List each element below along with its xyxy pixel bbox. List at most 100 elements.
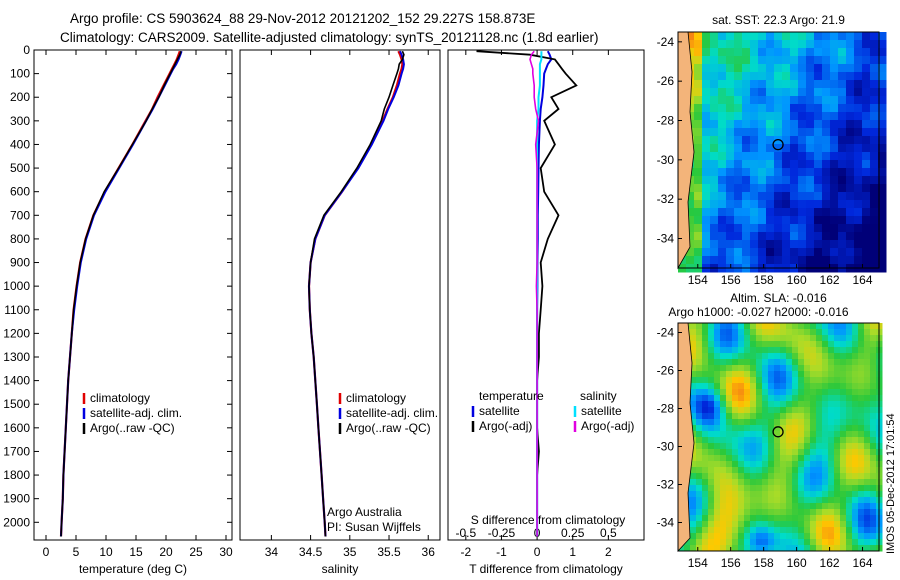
- map-cell: [852, 485, 859, 492]
- map-cell: [768, 455, 775, 462]
- map-cell: [816, 527, 823, 534]
- map-cell: [734, 48, 743, 57]
- map-cell: [708, 515, 715, 522]
- map-cell: [806, 240, 815, 249]
- map-cell: [858, 419, 865, 426]
- map-cell: [720, 443, 727, 450]
- map-cell: [762, 359, 769, 366]
- map-cell: [774, 104, 783, 113]
- map-cell: [798, 389, 805, 396]
- map-cell: [734, 184, 743, 193]
- map-cell: [780, 479, 787, 486]
- map-cell: [816, 389, 823, 396]
- map-cell: [834, 371, 841, 378]
- map-cell: [816, 521, 823, 528]
- map-cell: [864, 509, 871, 516]
- map-cell: [804, 395, 811, 402]
- map-cell: [798, 56, 807, 65]
- map-cell: [870, 192, 879, 201]
- map-cell: [734, 128, 743, 137]
- map-cell: [810, 425, 817, 432]
- s-axis-label: S difference from climatology: [471, 513, 626, 527]
- map-cell: [814, 200, 823, 209]
- map-cell: [738, 545, 745, 552]
- map-cell: [768, 503, 775, 510]
- map-cell: [846, 347, 853, 354]
- map-cell: [862, 208, 871, 217]
- map-cell: [756, 461, 763, 468]
- map-cell: [870, 329, 877, 336]
- map-cell: [822, 192, 831, 201]
- map-cell: [768, 443, 775, 450]
- map-cell: [720, 497, 727, 504]
- map-cell: [846, 176, 855, 185]
- map-cell: [744, 425, 751, 432]
- map-cell: [792, 461, 799, 468]
- map-cell: [846, 341, 853, 348]
- map-cell: [720, 449, 727, 456]
- map-cell: [810, 407, 817, 414]
- map-cell: [774, 80, 783, 89]
- map-cell: [854, 176, 863, 185]
- map-cell: [804, 419, 811, 426]
- map-cell: [846, 72, 855, 81]
- map-cell: [766, 160, 775, 169]
- map-cell: [708, 323, 715, 330]
- map-cell: [790, 56, 799, 65]
- map-cell: [790, 112, 799, 121]
- map-cell: [690, 323, 697, 330]
- map-cell: [734, 144, 743, 153]
- map-cell: [726, 461, 733, 468]
- y-tick-label: 1900: [3, 492, 30, 506]
- map-cell: [738, 455, 745, 462]
- map-cell: [732, 341, 739, 348]
- map-cell: [790, 168, 799, 177]
- map-cell: [756, 497, 763, 504]
- map-cell: [726, 527, 733, 534]
- map-cell: [798, 521, 805, 528]
- map-cell: [774, 160, 783, 169]
- map-cell: [858, 431, 865, 438]
- map-cell: [702, 431, 709, 438]
- map-cell: [870, 40, 879, 49]
- map-cell: [780, 425, 787, 432]
- map-cell: [714, 461, 721, 468]
- map-cell: [822, 176, 831, 185]
- map-cell: [846, 40, 855, 49]
- map-cell: [840, 425, 847, 432]
- map-cell: [750, 359, 757, 366]
- map-cell: [744, 545, 751, 552]
- map-cell: [852, 467, 859, 474]
- map-cell: [830, 224, 839, 233]
- map-cell: [702, 377, 709, 384]
- map-cell: [694, 184, 703, 193]
- map-cell: [822, 347, 829, 354]
- map-cell: [782, 64, 791, 73]
- map-cell: [768, 467, 775, 474]
- map-cell: [758, 144, 767, 153]
- map-cell: [774, 232, 783, 241]
- map-cell: [834, 419, 841, 426]
- map-cell: [708, 347, 715, 354]
- map-cell: [846, 144, 855, 153]
- map-cell: [810, 437, 817, 444]
- map-cell: [732, 521, 739, 528]
- map-cell: [756, 545, 763, 552]
- map-cell: [846, 112, 855, 121]
- map-cell: [854, 88, 863, 97]
- map-cell: [846, 395, 853, 402]
- map-cell: [846, 256, 855, 265]
- map-cell: [734, 96, 743, 105]
- map-cell: [822, 353, 829, 360]
- map-cell: [720, 479, 727, 486]
- map-cell: [768, 521, 775, 528]
- map-cell: [762, 395, 769, 402]
- map-cell: [862, 88, 871, 97]
- map-cell: [726, 152, 735, 161]
- map-cell: [864, 383, 871, 390]
- map-cell: [828, 449, 835, 456]
- map-cell: [834, 473, 841, 480]
- map-cell: [862, 224, 871, 233]
- map-cell: [720, 491, 727, 498]
- map-cell: [726, 112, 735, 121]
